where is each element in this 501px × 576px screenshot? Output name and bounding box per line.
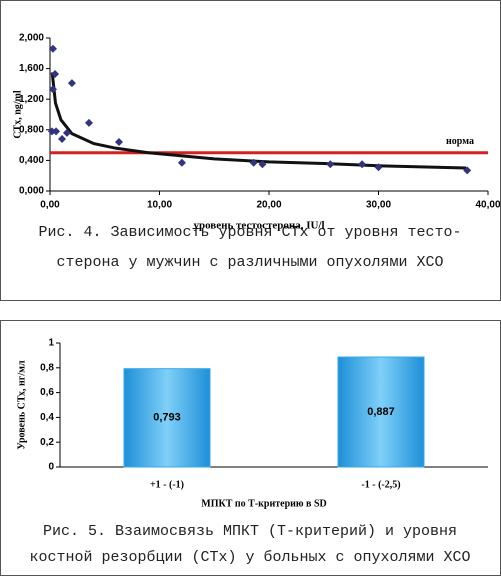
- y-tick-label: 0,4: [40, 412, 54, 423]
- bar: [123, 368, 211, 468]
- point: [62, 128, 71, 137]
- y-tick-label: 1,200: [19, 94, 44, 105]
- value-label: 0,793: [153, 412, 181, 424]
- y-tick-label: 0,6: [40, 387, 54, 398]
- y-tick-label: 1: [48, 338, 54, 349]
- y-tick-label: 0,800: [19, 124, 44, 135]
- y-tick-label: 0,000: [19, 186, 44, 197]
- caption: стерона у мужчин с различными опухолями …: [56, 254, 443, 271]
- point: [177, 158, 186, 167]
- point: [326, 160, 335, 169]
- y-tick-label: 0,400: [19, 155, 44, 166]
- point: [58, 134, 67, 143]
- caption: Рис. 5. Взаимосвязь МПКТ (Т-критерий) и …: [43, 523, 457, 540]
- x-tick-label: 0,00: [40, 200, 60, 211]
- y-tick-label: 0: [48, 462, 54, 473]
- point: [374, 163, 383, 172]
- point: [258, 160, 267, 169]
- point: [48, 85, 57, 94]
- point: [463, 166, 472, 175]
- point: [249, 158, 258, 167]
- y-axis-label: Уровень СТх, нг/мл: [16, 360, 27, 450]
- caption: костной резорбции (СТх) у больных с опух…: [29, 549, 470, 566]
- x-axis-label: уровень тестостерона, IU/l: [193, 220, 324, 232]
- point: [51, 69, 60, 78]
- y-tick-label: 0,8: [40, 362, 54, 373]
- point: [47, 127, 56, 136]
- x-tick-label: 20,00: [256, 200, 281, 211]
- y-axis-label: CTx, ng/ml: [12, 90, 23, 139]
- x-axis-label: МПКТ по Т-критерию в SD: [201, 498, 326, 509]
- point: [67, 79, 76, 88]
- point: [48, 44, 57, 53]
- x-tick-label: -1 - (-2,5): [361, 479, 400, 490]
- reference-label: норма: [446, 136, 474, 147]
- x-tick-label: 40,00: [475, 200, 500, 211]
- value-label: 0,887: [367, 406, 395, 418]
- caption: Рис. 4. Зависимость уровня СТх от уровня…: [38, 224, 461, 241]
- y-tick-label: 1,600: [19, 63, 44, 74]
- point: [52, 127, 61, 136]
- bar: [337, 356, 425, 468]
- y-tick-label: 0,2: [40, 437, 54, 448]
- x-tick-label: +1 - (-1): [150, 479, 184, 490]
- point: [114, 138, 123, 147]
- x-tick-label: 30,00: [366, 200, 391, 211]
- point: [358, 160, 367, 169]
- point: [84, 118, 93, 127]
- y-tick-label: 2,000: [19, 33, 44, 44]
- x-tick-label: 10,00: [147, 200, 172, 211]
